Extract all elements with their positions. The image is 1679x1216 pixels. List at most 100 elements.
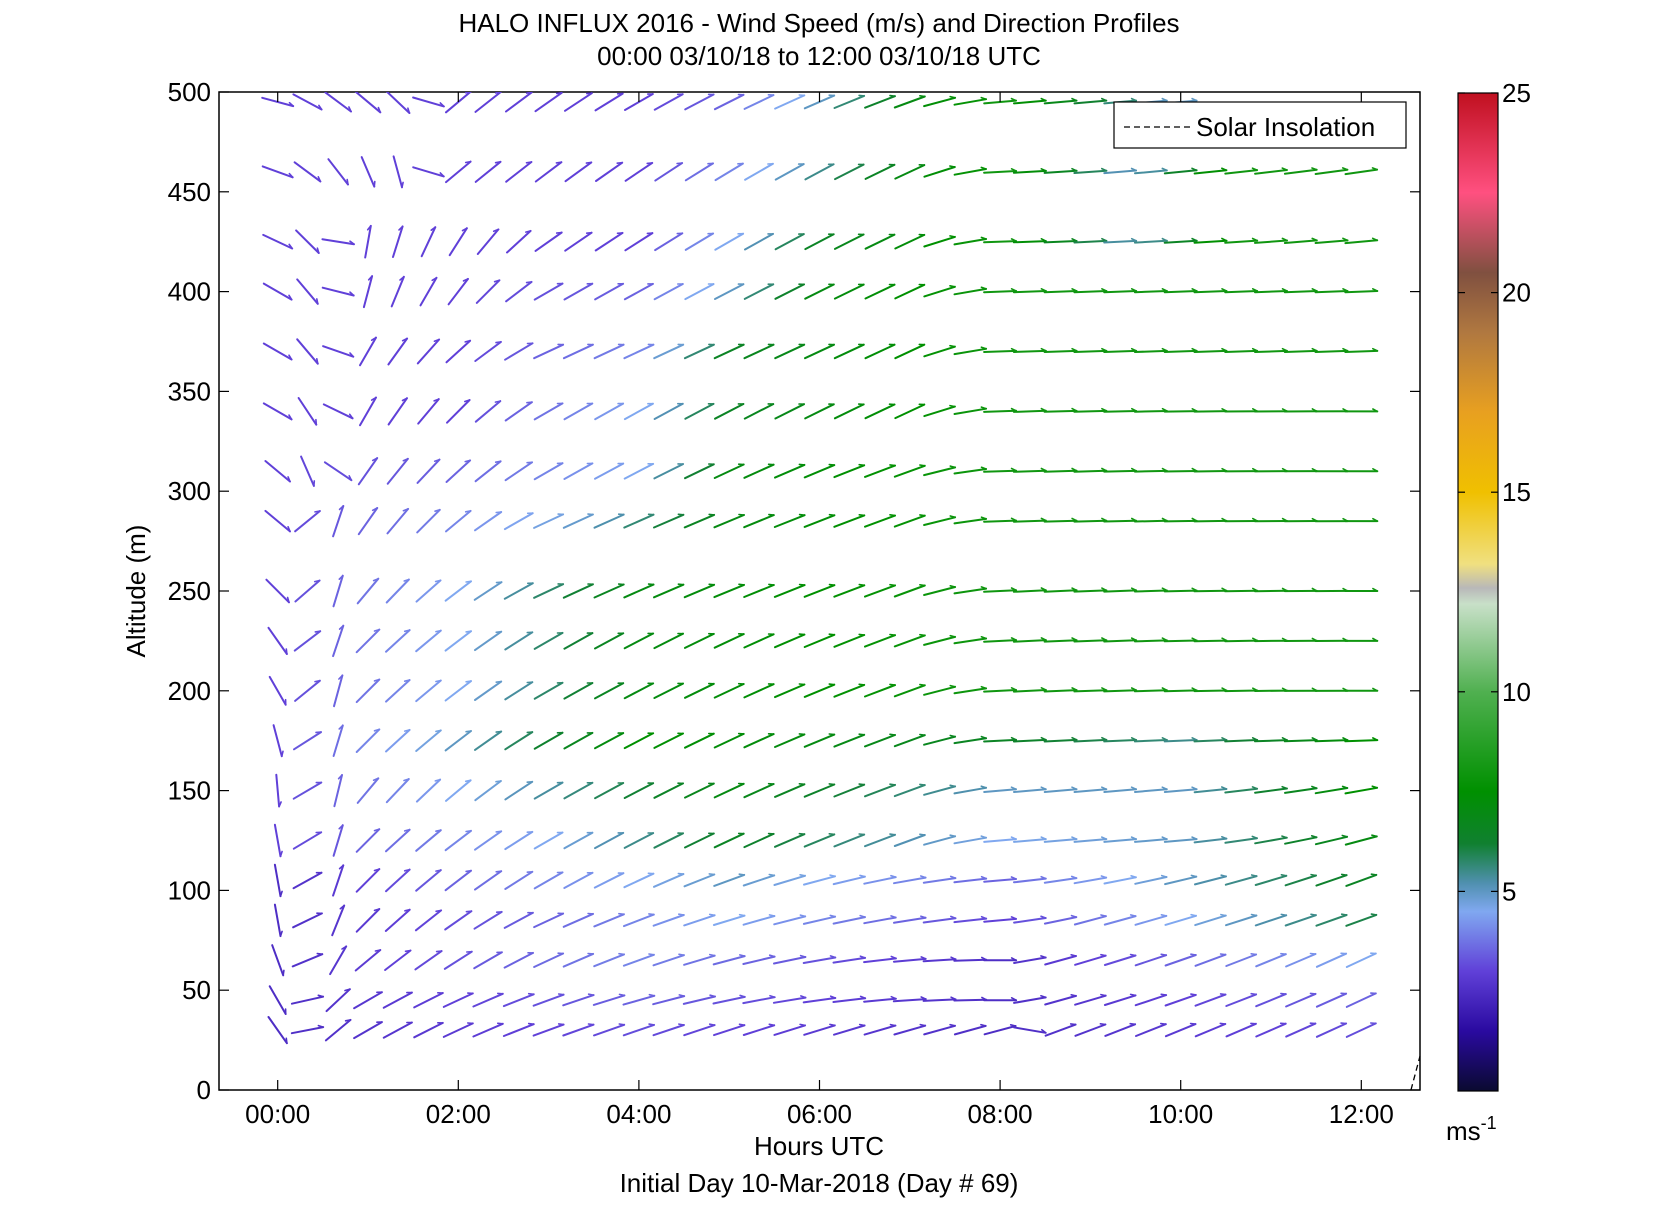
wind-arrow <box>1044 953 1077 966</box>
wind-arrow-head <box>318 104 323 111</box>
wind-arrow <box>1013 1026 1047 1034</box>
wind-arrow-shaft <box>444 829 472 852</box>
wind-arrow <box>1135 1022 1167 1037</box>
wind-arrow <box>1193 347 1228 353</box>
wind-arrow <box>923 344 956 358</box>
wind-arrow <box>1043 736 1078 743</box>
wind-arrow-shaft <box>594 782 625 800</box>
wind-arrow-head <box>1191 237 1198 242</box>
wind-arrow-head <box>1101 786 1108 791</box>
wind-arrow-head <box>1161 167 1168 172</box>
wind-arrow <box>654 232 684 252</box>
wind-arrow-shaft <box>653 463 684 480</box>
wind-arrow <box>290 994 325 1005</box>
wind-arrow-shaft <box>267 1016 288 1045</box>
wind-arrow <box>474 92 502 113</box>
wind-arrow-head <box>828 513 836 517</box>
wind-arrow-head <box>1371 785 1378 789</box>
wind-arrow <box>653 93 684 111</box>
wind-arrow-shaft <box>953 238 988 246</box>
wind-arrow <box>262 402 293 421</box>
wind-arrow <box>833 343 865 360</box>
wind-arrow-shaft <box>1103 954 1137 966</box>
wind-arrow-shaft <box>983 240 1018 244</box>
y-axis-label: Altitude (m) <box>121 525 151 658</box>
wind-arrow-head <box>1311 167 1318 171</box>
wind-arrow-shaft <box>415 869 442 892</box>
wind-arrow-head <box>1071 786 1078 791</box>
wind-arrow-shaft <box>1314 787 1349 795</box>
wind-arrow-head <box>648 993 656 997</box>
wind-arrow-shaft <box>1224 787 1259 794</box>
wind-arrow-head <box>1130 687 1137 692</box>
wind-arrow-shaft <box>953 347 988 356</box>
wind-arrow-head <box>1191 836 1198 840</box>
wind-arrow-head <box>1371 237 1378 242</box>
y-tick-label: 300 <box>168 476 211 506</box>
wind-arrow-head <box>980 785 987 789</box>
wind-arrow-shaft <box>834 163 865 181</box>
wind-arrow <box>983 467 1018 473</box>
wind-arrow-head <box>1191 736 1198 741</box>
wind-arrow <box>953 236 988 246</box>
wind-arrow-head <box>1311 237 1318 242</box>
wind-arrow-shaft <box>474 400 502 423</box>
wind-arrow-shaft <box>1255 953 1287 968</box>
wind-arrow <box>562 952 595 968</box>
wind-arrow-head <box>1160 1022 1167 1025</box>
wind-arrow-shaft <box>953 587 988 595</box>
wind-arrow-shaft <box>321 286 355 297</box>
wind-arrow-head <box>1101 347 1108 352</box>
wind-arrow-head <box>495 870 503 873</box>
wind-arrow-head <box>403 828 411 832</box>
wind-arrow <box>1283 287 1318 294</box>
wind-arrow-head <box>1161 736 1168 741</box>
wind-arrow-shaft <box>893 784 926 798</box>
wind-arrow-shaft <box>533 631 564 650</box>
wind-arrow-head <box>1372 517 1379 522</box>
wind-arrow <box>563 781 594 800</box>
wind-arrow-head <box>1220 874 1227 878</box>
wind-arrow-head <box>798 733 806 736</box>
wind-arrow-shaft <box>743 514 775 529</box>
wind-arrow <box>893 1023 927 1036</box>
wind-arrow-shaft <box>474 460 502 483</box>
wind-arrow <box>893 683 926 698</box>
wind-arrow <box>1134 836 1168 843</box>
wind-arrow-head <box>316 247 320 254</box>
wind-arrow-head <box>373 868 381 872</box>
wind-arrow <box>1012 347 1047 353</box>
wind-arrow <box>743 94 775 110</box>
wind-arrow-head <box>1010 517 1017 522</box>
wind-arrow-head <box>949 284 956 288</box>
wind-arrow-head <box>949 515 956 519</box>
wind-arrow-shaft <box>324 1018 352 1042</box>
wind-arrow-head <box>1372 687 1379 692</box>
wind-arrow <box>713 93 745 111</box>
wind-arrow-head <box>828 583 836 587</box>
wind-arrow-shaft <box>293 731 322 751</box>
wind-arrow <box>474 780 502 802</box>
wind-arrow <box>413 991 444 1009</box>
wind-arrow <box>1073 407 1108 413</box>
wind-arrow-head <box>1342 237 1349 242</box>
wind-arrow-shaft <box>983 878 1017 883</box>
wind-arrow-head <box>1100 875 1107 879</box>
wind-arrow-head <box>463 399 471 403</box>
wind-arrow-shaft <box>294 510 321 533</box>
wind-arrow-shaft <box>387 397 408 426</box>
wind-arrow-shaft <box>864 343 896 360</box>
wind-arrow <box>385 778 410 804</box>
wind-arrow-head <box>769 994 776 999</box>
wind-arrow-shaft <box>473 581 503 601</box>
wind-arrow <box>1254 873 1288 886</box>
wind-arrow-shaft <box>863 876 897 885</box>
wind-arrow <box>1254 913 1288 927</box>
wind-arrow-head <box>1040 915 1047 919</box>
wind-arrow <box>894 283 926 300</box>
wind-arrow-shaft <box>504 731 534 751</box>
wind-arrow-head <box>1131 407 1137 412</box>
wind-arrow-head <box>1219 1022 1227 1025</box>
wind-arrow-shaft <box>803 733 836 748</box>
wind-arrow <box>292 871 323 890</box>
